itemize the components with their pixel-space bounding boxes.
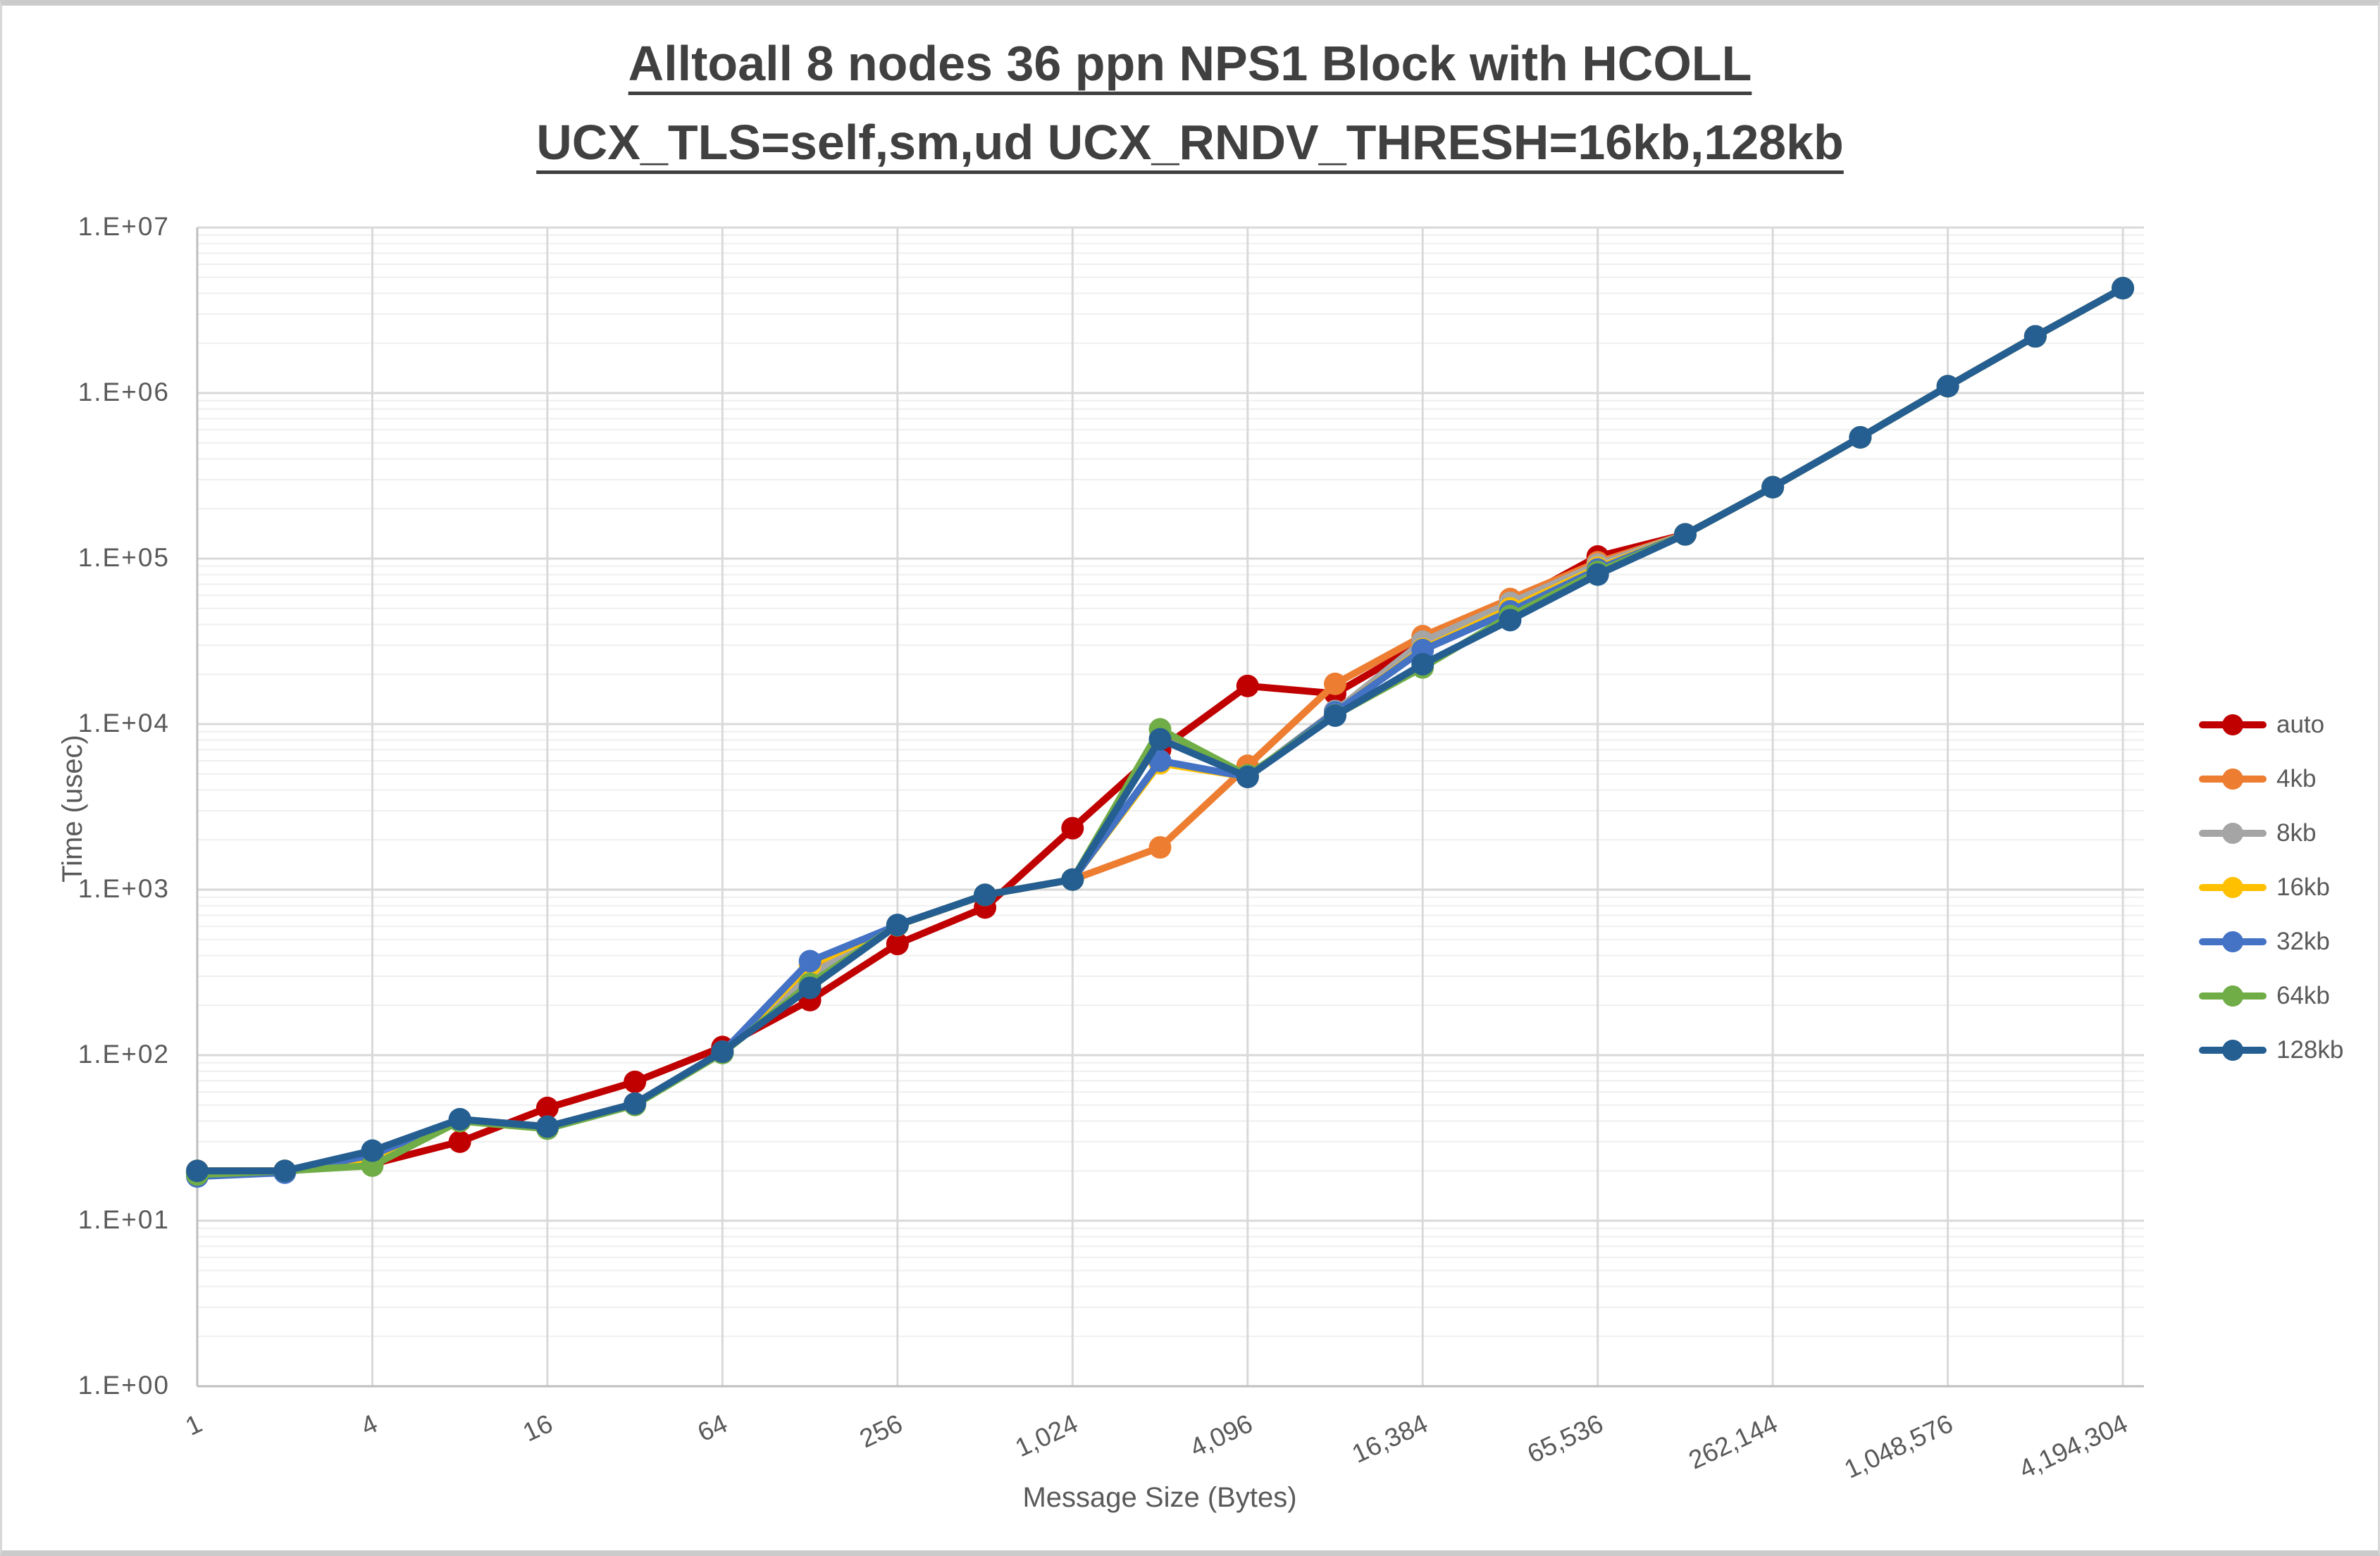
data-point-128kb (1673, 523, 1697, 546)
data-point-128kb (711, 1040, 734, 1064)
y-tick-label: 1.E+02 (78, 1040, 170, 1069)
data-point-32kb (1148, 749, 1172, 773)
legend-key-icon (2199, 1039, 2267, 1061)
legend-item-128kb: 128kb (2199, 1023, 2375, 1077)
legend-key-icon (2199, 768, 2267, 790)
legend-key-icon (2199, 931, 2267, 952)
y-tick-label: 1.E+07 (78, 212, 170, 241)
x-axis-title: Message Size (Bytes) (1022, 1482, 1297, 1513)
legend-item-64kb: 64kb (2199, 969, 2375, 1023)
chart-title-line1: Alltoall 8 nodes 36 ppn NPS1 Block with … (628, 36, 1752, 91)
legend-item-32kb: 32kb (2199, 914, 2375, 969)
chart-title: Alltoall 8 nodes 36 ppn NPS1 Block with … (2, 24, 2378, 182)
data-point-128kb (1586, 563, 1609, 586)
data-point-auto (1061, 816, 1084, 840)
legend-label: 16kb (2276, 873, 2330, 901)
legend: auto 4kb 8kb 16kb 32kb 64kb 128kb (2199, 697, 2375, 1077)
y-tick-label: 1.E+04 (78, 709, 170, 737)
data-point-128kb (361, 1139, 384, 1162)
chart-title-line2: UCX_TLS=self,sm,ud UCX_RNDV_THRESH=16kb,… (536, 115, 1844, 170)
legend-key-icon (2199, 876, 2267, 898)
legend-item-auto: auto (2199, 697, 2375, 752)
y-axis-title: Time (usec) (57, 735, 88, 883)
data-point-128kb (186, 1159, 209, 1183)
data-point-auto (886, 933, 909, 956)
data-point-auto (535, 1096, 559, 1119)
data-point-128kb (1061, 868, 1084, 891)
data-point-128kb (974, 883, 997, 907)
legend-item-8kb: 8kb (2199, 806, 2375, 860)
legend-key-icon (2199, 822, 2267, 844)
y-tick-label: 1.E+05 (78, 543, 170, 572)
data-point-128kb (886, 914, 909, 937)
legend-label: 32kb (2276, 927, 2330, 955)
legend-label: 4kb (2276, 764, 2317, 792)
data-point-128kb (448, 1107, 471, 1131)
data-point-32kb (798, 950, 822, 973)
y-tick-label: 1.E+03 (78, 874, 170, 903)
legend-label: 8kb (2276, 819, 2317, 847)
data-point-128kb (2023, 325, 2047, 348)
data-point-128kb (1761, 475, 1785, 499)
data-point-128kb (1499, 609, 1522, 632)
y-tick-label: 1.E+06 (78, 378, 170, 406)
legend-key-icon (2199, 714, 2267, 735)
data-point-128kb (1236, 765, 1259, 788)
data-point-auto (448, 1130, 471, 1153)
data-point-4kb (1148, 836, 1172, 859)
legend-label: auto (2276, 710, 2325, 738)
data-point-128kb (1148, 728, 1172, 751)
data-point-128kb (273, 1159, 297, 1183)
legend-label: 64kb (2276, 981, 2330, 1009)
legend-label: 128kb (2276, 1035, 2344, 1064)
data-point-auto (624, 1070, 647, 1093)
data-point-128kb (1411, 652, 1434, 676)
legend-item-4kb: 4kb (2199, 752, 2375, 806)
y-tick-label: 1.E+00 (78, 1371, 170, 1400)
data-point-128kb (2112, 277, 2135, 300)
legend-item-16kb: 16kb (2199, 860, 2375, 914)
data-point-128kb (798, 976, 822, 1000)
plot-area (186, 226, 2144, 1388)
data-point-auto (1236, 674, 1259, 697)
data-point-128kb (624, 1092, 647, 1115)
legend-key-icon (2199, 985, 2267, 1007)
y-tick-label: 1.E+01 (78, 1205, 170, 1234)
data-point-128kb (535, 1115, 559, 1138)
data-point-128kb (1849, 425, 1872, 449)
data-point-4kb (1323, 672, 1346, 695)
data-point-128kb (1936, 375, 1959, 398)
data-point-128kb (1323, 704, 1346, 727)
